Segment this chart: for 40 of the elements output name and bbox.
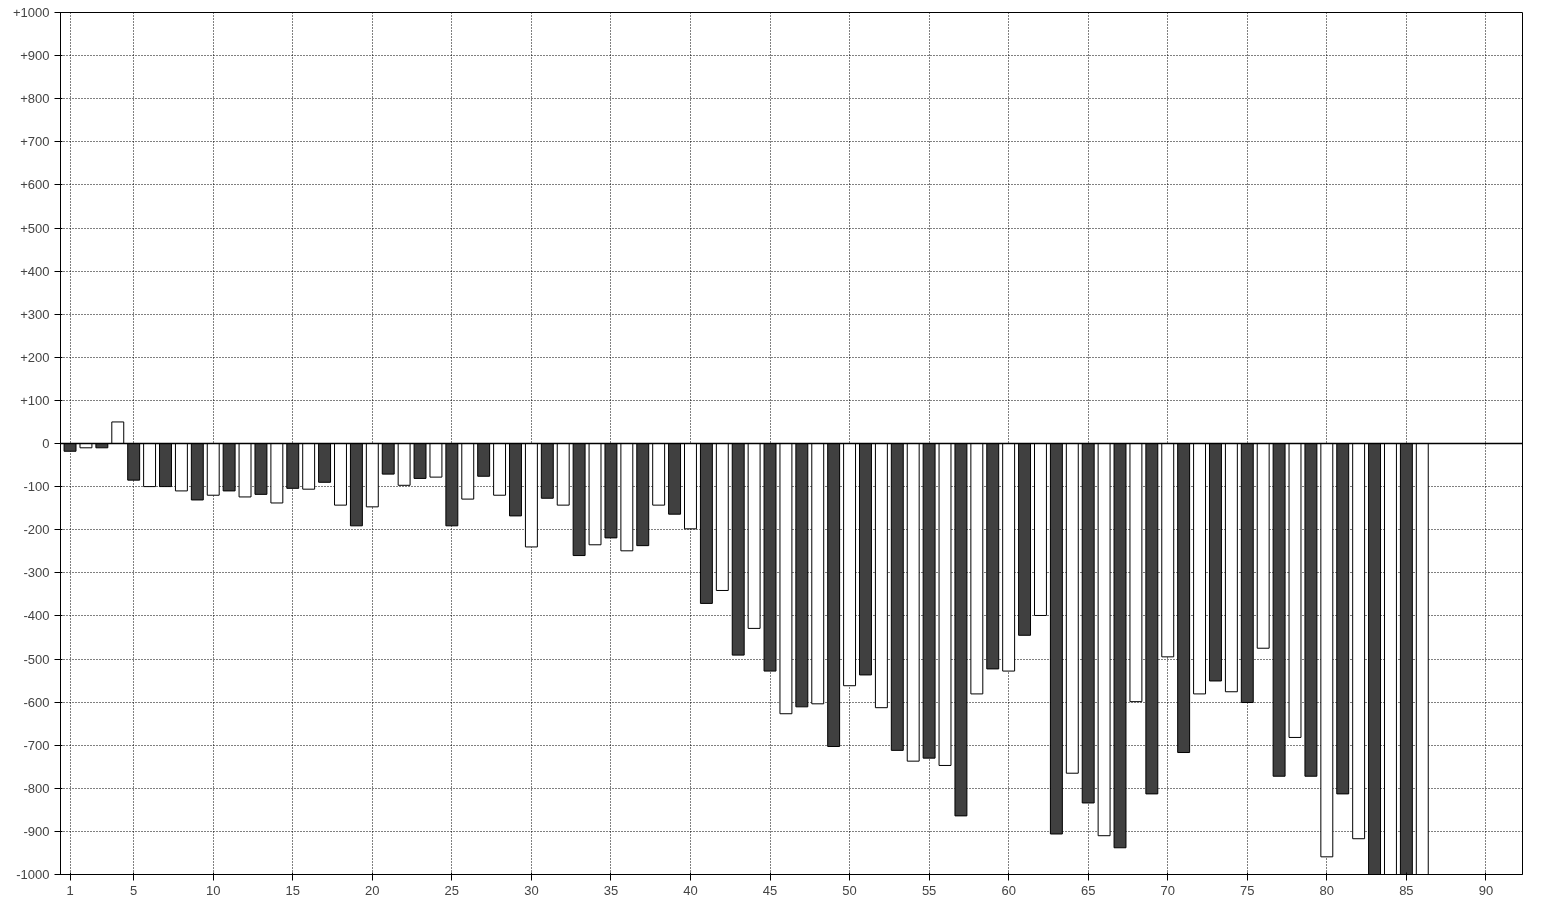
x-tick-label: 5 bbox=[130, 882, 138, 898]
y-tick-label: +700 bbox=[20, 134, 50, 150]
y-tick-label: +200 bbox=[20, 349, 50, 365]
y-tick-label: -1000 bbox=[16, 867, 50, 882]
x-tick-label: 40 bbox=[683, 882, 698, 898]
x-tick-label: 45 bbox=[762, 882, 778, 898]
y-tick-label: -700 bbox=[23, 737, 50, 753]
x-tick-label: 1 bbox=[66, 882, 74, 898]
x-tick-label: 80 bbox=[1319, 882, 1335, 898]
y-tick-label: -100 bbox=[23, 479, 50, 495]
x-tick-label: 90 bbox=[1478, 882, 1494, 898]
x-tick-label: 75 bbox=[1240, 882, 1255, 898]
x-tick-label: 25 bbox=[444, 882, 460, 898]
x-tick-label: 50 bbox=[842, 882, 857, 898]
x-tick-label: 35 bbox=[603, 882, 619, 898]
x-tick-label: 55 bbox=[921, 882, 937, 898]
y-tick-label: -300 bbox=[23, 565, 50, 581]
x-tick-label: 70 bbox=[1160, 882, 1175, 898]
x-tick-label: 60 bbox=[1001, 882, 1016, 898]
y-tick-label: -500 bbox=[23, 651, 50, 667]
y-tick-label: +900 bbox=[20, 48, 50, 64]
y-tick-label: +1000 bbox=[12, 5, 50, 20]
y-tick-label: +300 bbox=[20, 306, 50, 322]
x-tick-label: 85 bbox=[1399, 882, 1414, 898]
y-tick-label: -800 bbox=[23, 780, 50, 796]
y-tick-label: +400 bbox=[20, 263, 50, 279]
x-tick-label: 30 bbox=[524, 882, 539, 898]
x-tick-label: 20 bbox=[365, 882, 380, 898]
y-tick-label: +800 bbox=[20, 91, 50, 107]
y-tick-label: -600 bbox=[23, 694, 50, 710]
y-tick-label: +100 bbox=[20, 392, 50, 408]
y-tick-label: -200 bbox=[23, 522, 50, 538]
y-tick-label: 0 bbox=[42, 436, 50, 451]
y-tick-label: +500 bbox=[20, 220, 50, 236]
x-tick-label: 65 bbox=[1080, 882, 1096, 898]
x-tick-label: 15 bbox=[285, 882, 300, 898]
x-tick-label: 10 bbox=[205, 882, 221, 898]
y-tick-label: -900 bbox=[23, 823, 50, 839]
y-tick-label: +600 bbox=[20, 177, 50, 193]
y-tick-label: -400 bbox=[23, 608, 50, 624]
